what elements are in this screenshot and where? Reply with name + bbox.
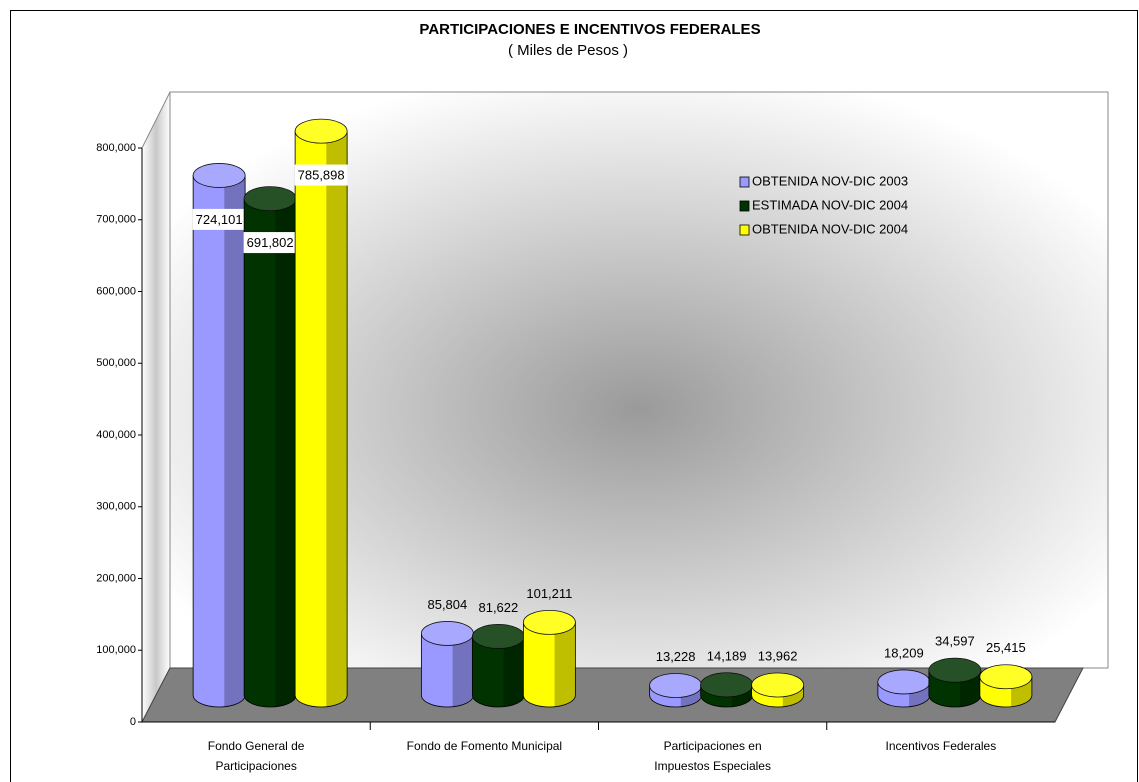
data-label: 85,804 [427,597,467,612]
bar-top-shine [700,672,753,697]
bar-top-shine [751,672,804,697]
bar-top-shine [523,610,576,635]
legend-swatch [739,200,750,212]
bar-top-shine [877,669,930,694]
bar-shade [503,636,525,707]
data-label: 14,189 [707,648,747,663]
bar [522,609,576,708]
y-tick-label: 800,000 [96,142,136,154]
bar [420,621,474,708]
bar-top [294,118,348,144]
legend-label: ESTIMADA NOV-DIC 2004 [752,197,908,212]
bar-top-shine [193,163,246,188]
data-label: 691,802 [247,235,294,250]
data-label: 81,622 [478,600,518,615]
y-tick-label: 0 [130,716,136,728]
legend-swatch [739,176,750,188]
y-tick-label: 600,000 [96,285,136,297]
data-label: 724,101 [196,212,243,227]
bar-top [928,657,982,683]
data-label: 18,209 [884,645,924,660]
bar-shade [554,622,576,707]
data-label-box [294,164,348,186]
side-wall [141,91,171,723]
bar-shade [275,198,297,707]
bar [877,669,931,708]
data-label: 13,962 [758,648,798,663]
x-tick-label: Participaciones en Impuestos Especiales [654,739,771,773]
bar [243,186,297,708]
bar [979,664,1033,708]
bar [294,118,348,708]
bar [192,163,246,708]
bar-top-shine [472,624,525,649]
data-label-box [243,232,297,254]
bar-shade [326,131,348,707]
legend-label: OBTENIDA NOV-DIC 2003 [752,173,908,188]
bar-top-shine [244,186,297,211]
legend-label: OBTENIDA NOV-DIC 2004 [752,221,908,236]
x-tick-label: Fondo General de Participaciones [208,739,305,773]
y-tick-label: 400,000 [96,429,136,441]
chart-title: PARTICIPACIONES E INCENTIVOS FEDERALES [419,21,760,38]
bar-body [294,130,348,708]
bar [700,672,754,708]
bar-top [979,664,1033,690]
data-label-box [192,208,246,230]
bar [471,624,525,708]
bar-shade [224,175,246,707]
chart-subtitle: ( Miles de Pesos ) [508,42,628,59]
y-tick-label: 500,000 [96,357,136,369]
data-label: 785,898 [298,168,345,183]
y-tick-label: 700,000 [96,214,136,226]
data-label: 101,211 [526,586,572,601]
x-tick-label: Incentivos Federales [886,739,997,753]
bar-top [192,163,246,188]
bar-top-shine [979,664,1032,689]
bar [751,672,805,708]
bar-top-shine [928,658,981,683]
legend-swatch [739,224,750,236]
bar [649,673,703,708]
bar-shade [452,633,474,707]
x-tick-label: Fondo de Fomento Municipal [407,739,562,753]
data-label: 34,597 [935,634,975,649]
bar-top [751,672,805,698]
bar-top [522,609,576,635]
data-label: 25,415 [986,640,1026,655]
bar-top-shine [295,119,348,144]
y-tick-label: 300,000 [96,501,136,513]
data-label: 13,228 [656,649,696,664]
y-tick-label: 200,000 [96,572,136,584]
bar-body [522,621,576,708]
bar [928,657,982,708]
bar-top-shine [649,673,702,698]
bar-top-shine [421,621,474,646]
y-tick-label: 100,000 [96,644,136,656]
